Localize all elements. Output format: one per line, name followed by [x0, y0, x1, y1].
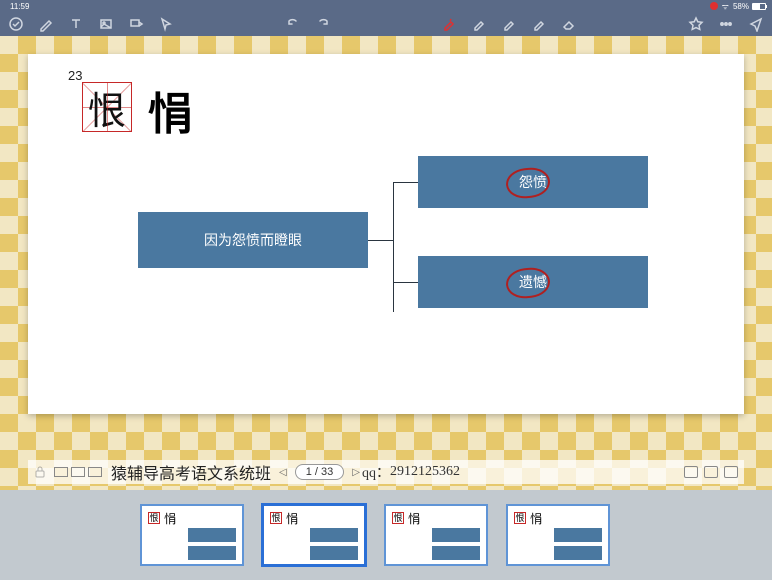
workspace: 23 恨 悁 因为怨愤而瞪眼 怨愤 遗憾 猿辅导高考语文系统班 ◁ 1 / 33: [0, 36, 772, 490]
pencil-tool-icon[interactable]: [38, 16, 54, 32]
diagram-box-2: 遗憾: [418, 256, 648, 308]
thumb-alt-char: 悁: [530, 510, 542, 527]
document-status-bar: 猿辅导高考语文系统班 ◁ 1 / 33 ▷ qq： 2912125362: [28, 460, 744, 484]
highlighter-icon[interactable]: [501, 16, 517, 32]
thumb-mini-icon: [54, 467, 68, 477]
done-button[interactable]: [8, 16, 24, 32]
thumb-char: 恨: [392, 512, 404, 524]
favorite-icon[interactable]: [688, 16, 704, 32]
image-tool-icon[interactable]: [98, 16, 114, 32]
minimize-icon[interactable]: [704, 466, 718, 478]
thumb-char: 恨: [270, 512, 282, 524]
diagram-main-text: 因为怨愤而瞪眼: [204, 230, 302, 250]
redo-button[interactable]: [315, 16, 331, 32]
main-character: 恨: [83, 83, 131, 131]
prev-page-icon[interactable]: ◁: [279, 467, 287, 478]
thumb-char: 恨: [514, 512, 526, 524]
slide-number: 23: [68, 68, 82, 83]
view-mode-icon[interactable]: [684, 466, 698, 478]
diagram-box-1-text: 怨愤: [519, 172, 547, 192]
character-grid-box: 恨: [82, 82, 132, 132]
slide-thumbnail[interactable]: 恨 悁: [384, 504, 488, 566]
diagram-main-box: 因为怨愤而瞪眼: [138, 212, 368, 268]
thumb-mini-icon: [88, 467, 102, 477]
recording-indicator-icon: [710, 2, 718, 10]
thumb-alt-char: 悁: [286, 510, 298, 527]
thumb-alt-char: 悁: [164, 510, 176, 527]
slide-thumbnail[interactable]: 恨 悁: [140, 504, 244, 566]
qq-value: 2912125362: [390, 464, 460, 480]
diagram-box-2-text: 遗憾: [519, 272, 547, 292]
status-time: 11:59: [10, 2, 29, 11]
expand-icon[interactable]: [724, 466, 738, 478]
connector-line: [393, 282, 418, 283]
diagram-box-1: 怨愤: [418, 156, 648, 208]
page-indicator[interactable]: 1 / 33: [295, 464, 345, 480]
more-icon[interactable]: [718, 16, 734, 32]
share-icon[interactable]: [748, 16, 764, 32]
ipad-status-bar: 11:59 ᯤ 58%: [0, 0, 772, 12]
slide-thumbnail[interactable]: 恨 悁: [262, 504, 366, 566]
marker-icon[interactable]: [531, 16, 547, 32]
text-tool-icon[interactable]: [68, 16, 84, 32]
undo-button[interactable]: [285, 16, 301, 32]
pen-red-icon[interactable]: [441, 16, 457, 32]
battery-icon: [752, 3, 766, 10]
battery-pct: 58%: [733, 2, 749, 11]
eraser-icon[interactable]: [561, 16, 577, 32]
thumb-alt-char: 悁: [408, 510, 420, 527]
connector-line: [368, 240, 393, 241]
app-toolbar: [0, 12, 772, 36]
connector-line: [393, 182, 418, 183]
thumb-char: 恨: [148, 512, 160, 524]
pointer-tool-icon[interactable]: [158, 16, 174, 32]
thumb-mini-icon: [71, 467, 85, 477]
slide-thumbnail[interactable]: 恨 悁: [506, 504, 610, 566]
shape-tool-icon[interactable]: [128, 16, 144, 32]
next-page-icon[interactable]: ▷: [352, 467, 360, 478]
pen-icon[interactable]: [471, 16, 487, 32]
slide-canvas[interactable]: 23 恨 悁 因为怨愤而瞪眼 怨愤 遗憾: [28, 54, 744, 414]
lock-icon: [34, 466, 46, 478]
seal-character: 悁: [148, 78, 192, 142]
course-title: 猿辅导高考语文系统班: [111, 460, 271, 484]
connector-line: [393, 182, 394, 312]
thumbnail-strip[interactable]: 恨 悁 恨 悁 恨 悁 恨 悁: [0, 490, 772, 580]
wifi-icon: ᯤ: [722, 1, 729, 12]
qq-label: qq：: [362, 462, 390, 482]
